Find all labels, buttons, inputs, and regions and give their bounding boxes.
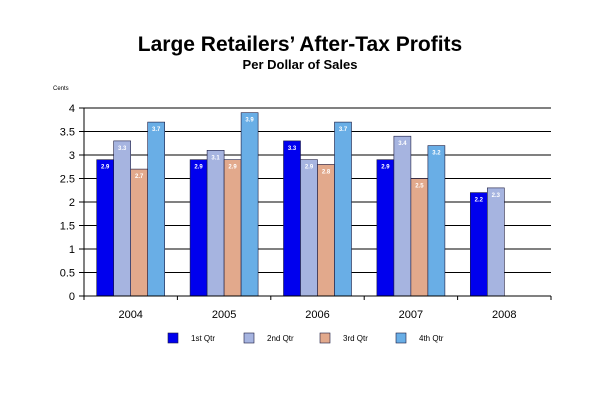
- bar: [113, 140, 131, 297]
- x-tick-label: 2008: [492, 309, 516, 321]
- bar: [283, 140, 301, 297]
- chart-title: Large Retailers’ After-Tax Profits: [137, 33, 463, 56]
- bar-data-label: 2.9: [101, 165, 110, 171]
- chart-subtitle: Per Dollar of Sales: [242, 57, 358, 72]
- legend-swatch: [167, 332, 179, 344]
- bar: [300, 159, 318, 297]
- bar: [147, 121, 165, 297]
- bar: [376, 159, 395, 297]
- y-tick-label: 3.5: [60, 127, 75, 139]
- legend-swatch: [243, 332, 255, 344]
- bar: [469, 192, 488, 297]
- bar-data-label: 3.3: [288, 146, 297, 152]
- bar-data-label: 3.2: [432, 151, 441, 157]
- y-tick-label: 3: [69, 150, 75, 162]
- bar: [96, 159, 114, 297]
- legend-label: 4th Qtr: [419, 334, 444, 343]
- y-axis: 0 0.5 1 1.5 2 2.5 3 3.5 4: [60, 103, 85, 303]
- bar-data-label: 3.7: [152, 127, 161, 133]
- x-tick-label: 2007: [399, 309, 423, 321]
- bar-data-label: 2.9: [228, 165, 237, 171]
- bar-data-label: 3.3: [118, 146, 127, 152]
- bar-data-label: 2.2: [475, 198, 484, 204]
- bar: [223, 159, 242, 297]
- bar: [130, 168, 148, 297]
- bar: [334, 121, 352, 297]
- legend-swatch: [319, 332, 331, 344]
- bar-data-label: 2.7: [135, 174, 144, 180]
- y-tick-label: 1: [69, 244, 75, 256]
- x-tick-label: 2006: [305, 309, 329, 321]
- legend-label: 1st Qtr: [191, 334, 215, 343]
- bar-data-label: 2.9: [305, 165, 314, 171]
- legend: 1st Qtr 2nd Qtr 3rd Qtr 4th Qtr: [167, 332, 444, 344]
- bar: [393, 135, 412, 297]
- y-tick-label: 1.5: [60, 221, 75, 233]
- bars: 2.9 3.3 2.7 3.7 2.9 3.1 2.9 3.9 3.3 2.9 2.8 3.7 2.9 3…: [96, 112, 505, 297]
- bar-data-label: 3.9: [245, 118, 254, 124]
- legend-label: 3rd Qtr: [343, 334, 368, 343]
- x-axis: 2004 2005 2006 2007 2008: [83, 295, 552, 321]
- bar: [427, 145, 446, 297]
- bar-data-label: 2.8: [322, 169, 331, 175]
- bar: [240, 112, 259, 297]
- y-tick-label: 4: [69, 103, 75, 115]
- x-tick-label: 2005: [212, 309, 236, 321]
- y-tick-label: 0: [69, 291, 75, 303]
- y-tick-label: 2: [69, 197, 75, 209]
- bar: [486, 187, 505, 297]
- x-tick-label: 2004: [118, 309, 142, 321]
- bar: [189, 159, 208, 297]
- bar-data-label: 2.5: [415, 184, 424, 190]
- bar-data-label: 2.3: [492, 193, 501, 199]
- bar-data-label: 3.1: [211, 155, 220, 161]
- bar-data-label: 2.9: [381, 165, 390, 171]
- bar-data-label: 3.7: [339, 127, 348, 133]
- legend-label: 2nd Qtr: [267, 334, 294, 343]
- bar: [317, 164, 335, 297]
- bar: [410, 178, 429, 297]
- bar-data-label: 3.4: [398, 141, 407, 147]
- bar: [206, 150, 225, 297]
- y-axis-label: Cents: [53, 86, 69, 92]
- legend-swatch: [395, 332, 407, 344]
- y-tick-label: 2.5: [60, 174, 75, 186]
- y-tick-label: 0.5: [60, 268, 75, 280]
- bar-data-label: 2.9: [194, 165, 203, 171]
